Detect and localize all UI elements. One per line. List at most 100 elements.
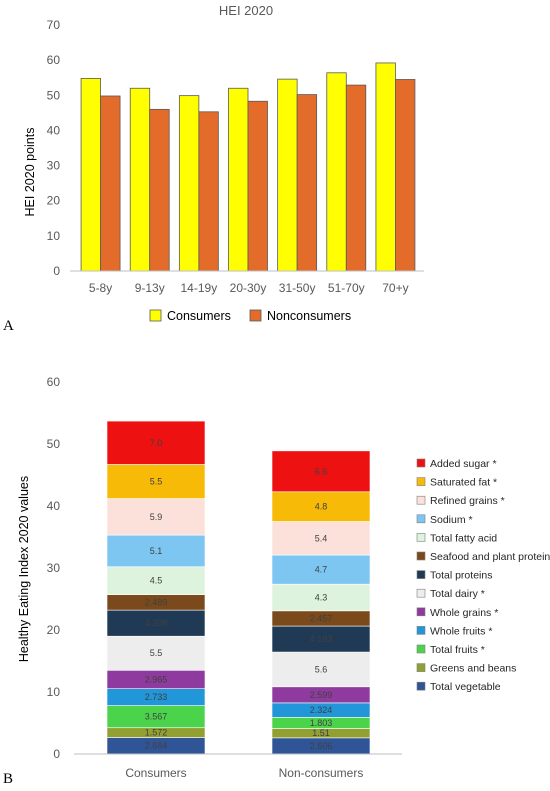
segment-total-proteins-non-consumers <box>271 625 371 653</box>
legend-swatch-total-vegetable <box>416 681 426 691</box>
bar-nonconsumers-20-30y <box>247 100 268 272</box>
chart-b-y-tick-50: 50 <box>47 437 61 451</box>
legend-swatch-whole-grains <box>416 607 426 617</box>
chart-a-x-tick-70-y: 70+y <box>382 281 408 295</box>
legend-swatch-total-proteins <box>416 570 426 579</box>
segment-sodium-non-consumers <box>271 554 371 585</box>
legend-label-total-fatty-acid: Total fatty acid <box>430 532 497 544</box>
legend-swatch-total-dairy <box>416 588 426 598</box>
legend-swatch-total-fruits <box>416 644 426 654</box>
chart-a-x-tick-5-8y: 5-8y <box>89 281 112 295</box>
legend-label-total-fruits: Total fruits * <box>430 644 485 656</box>
chart-a-y-tick-70: 70 <box>47 18 61 32</box>
legend-swatch-whole-fruits <box>416 626 426 635</box>
chart-b-y-tick-0: 0 <box>53 747 60 761</box>
chart-b-stacks: 2.664 1.572 3.567 2.733 2.965 5.5 4.208 2.489 4.… <box>106 420 371 755</box>
chart-a-y-tick-60: 60 <box>47 53 61 67</box>
segment-label-whole-fruits-consumers: 2.733 <box>145 692 168 702</box>
chart-b-x-tick-non-consumers: Non-consumers <box>279 766 364 780</box>
bar-consumers-5-8y <box>80 78 101 272</box>
legend-label-total-vegetable: Total vegetable <box>430 681 501 693</box>
bar-consumers-70-y <box>375 62 396 272</box>
segment-label-sodium-consumers: 5.1 <box>150 546 163 556</box>
segment-label-total-fatty-acid-consumers: 4.5 <box>150 576 163 586</box>
bar-consumers-9-13y <box>129 87 151 272</box>
legend-label-total-dairy: Total dairy * <box>430 588 485 600</box>
chart-a-x-tick-20-30y: 20-30y <box>230 281 267 295</box>
segment-label-total-proteins-non-consumers: 4.193 <box>310 634 333 644</box>
bar-nonconsumers-14-19y <box>198 111 219 272</box>
chart-b-y-tick-20: 20 <box>47 623 61 637</box>
segment-label-refined-grains-non-consumers: 5.4 <box>315 533 328 543</box>
segment-label-whole-fruits-non-consumers: 2.324 <box>310 705 333 715</box>
chart-a-y-tick-50: 50 <box>47 88 61 102</box>
bar-consumers-31-50y <box>277 78 298 272</box>
bar-consumers-14-19y <box>178 95 200 272</box>
segment-refined-grains-non-consumers <box>271 521 371 556</box>
segment-label-total-fatty-acid-non-consumers: 4.3 <box>315 592 328 602</box>
chart-b-y-tick-40: 40 <box>47 499 61 513</box>
panel-label-b: B <box>3 771 13 787</box>
segment-label-saturated-fat-consumers: 5.5 <box>150 477 163 487</box>
segment-total-fatty-acid-consumers <box>106 566 206 595</box>
legend-label-refined-grains: Refined grains * <box>430 495 505 507</box>
legend-label-whole-fruits: Whole fruits * <box>430 625 492 637</box>
chart-a-x-tick-51-70y: 51-70y <box>328 281 365 295</box>
legend-label-sodium: Sodium * <box>430 514 473 526</box>
chart-a-x-ticks: 5-8y 9-13y 14-19y 20-30y 31-50y 51-70y 70+y <box>89 281 409 295</box>
legend-label-consumers: Consumers <box>167 309 231 323</box>
chart-a-x-tick-14-19y: 14-19y <box>181 281 218 295</box>
legend-swatch-sodium <box>416 514 426 524</box>
legend-swatch-added-sugar <box>416 458 426 468</box>
segment-label-total-dairy-consumers: 5.5 <box>150 648 163 658</box>
segment-saturated-fat-consumers <box>106 464 206 499</box>
segment-label-saturated-fat-non-consumers: 4.8 <box>315 502 328 512</box>
segment-label-total-proteins-consumers: 4.208 <box>145 618 168 628</box>
legend-label-seafood-and-plant-protein: Seafood and plant protein <box>430 551 550 563</box>
chart-b-y-ticks: 0 10 20 30 40 50 60 <box>47 375 61 761</box>
segment-added-sugar-consumers <box>106 420 206 465</box>
chart-a-y-tick-0: 0 <box>53 264 60 278</box>
chart-b: Healthy Eating Index 2020 values 0 10 20 30… <box>3 375 550 787</box>
segment-label-total-fruits-consumers: 3.567 <box>145 712 168 722</box>
legend-swatch-saturated-fat <box>416 477 426 486</box>
bar-nonconsumers-9-13y <box>149 108 170 272</box>
bar-nonconsumers-51-70y <box>345 84 367 272</box>
chart-a-title: HEI 2020 <box>219 3 273 18</box>
chart-a-y-axis-title: HEI 2020 points <box>23 128 37 217</box>
chart-b-y-tick-10: 10 <box>47 685 61 699</box>
chart-a-y-ticks: 0 10 20 30 40 50 60 70 <box>47 18 61 278</box>
segment-label-refined-grains-consumers: 5.9 <box>150 512 163 522</box>
chart-a-y-tick-20: 20 <box>47 194 61 208</box>
panel-label-a: A <box>3 318 14 334</box>
segment-label-whole-grains-consumers: 2.965 <box>145 674 168 684</box>
segment-total-fatty-acid-non-consumers <box>271 583 371 612</box>
chart-b-x-tick-consumers: Consumers <box>125 766 186 780</box>
chart-a-x-tick-31-50y: 31-50y <box>279 281 316 295</box>
chart-b-y-tick-30: 30 <box>47 561 61 575</box>
legend-label-whole-grains: Whole grains * <box>430 607 498 619</box>
legend-label-total-proteins: Total proteins <box>430 570 492 582</box>
segment-label-added-sugar-non-consumers: 6.6 <box>315 466 328 476</box>
chart-a-legend: Consumers Nonconsumers <box>149 309 351 323</box>
chart-a-y-tick-40: 40 <box>47 123 61 137</box>
bar-nonconsumers-5-8y <box>100 95 121 272</box>
segment-label-whole-grains-non-consumers: 2.599 <box>310 690 333 700</box>
segment-sodium-consumers <box>106 534 206 568</box>
segment-label-added-sugar-consumers: 7.0 <box>150 438 163 448</box>
segment-label-total-dairy-non-consumers: 5.6 <box>315 664 328 674</box>
chart-b-x-ticks: Consumers Non-consumers <box>125 766 363 780</box>
bar-consumers-20-30y <box>228 87 249 272</box>
segment-added-sugar-non-consumers <box>271 450 371 493</box>
bar-nonconsumers-31-50y <box>296 94 318 272</box>
segment-label-total-fruits-non-consumers: 1.803 <box>310 718 333 728</box>
legend-label-added-sugar: Added sugar * <box>430 458 497 470</box>
segment-label-total-vegetable-non-consumers: 2.606 <box>310 741 333 751</box>
legend-swatch-total-fatty-acid <box>416 533 426 542</box>
segment-label-greens-and-beans-consumers: 1.572 <box>145 728 168 738</box>
segment-total-dairy-consumers <box>106 635 206 671</box>
bar-nonconsumers-70-y <box>395 79 416 272</box>
segment-label-sodium-non-consumers: 4.7 <box>315 565 328 575</box>
segment-saturated-fat-non-consumers <box>271 491 371 522</box>
